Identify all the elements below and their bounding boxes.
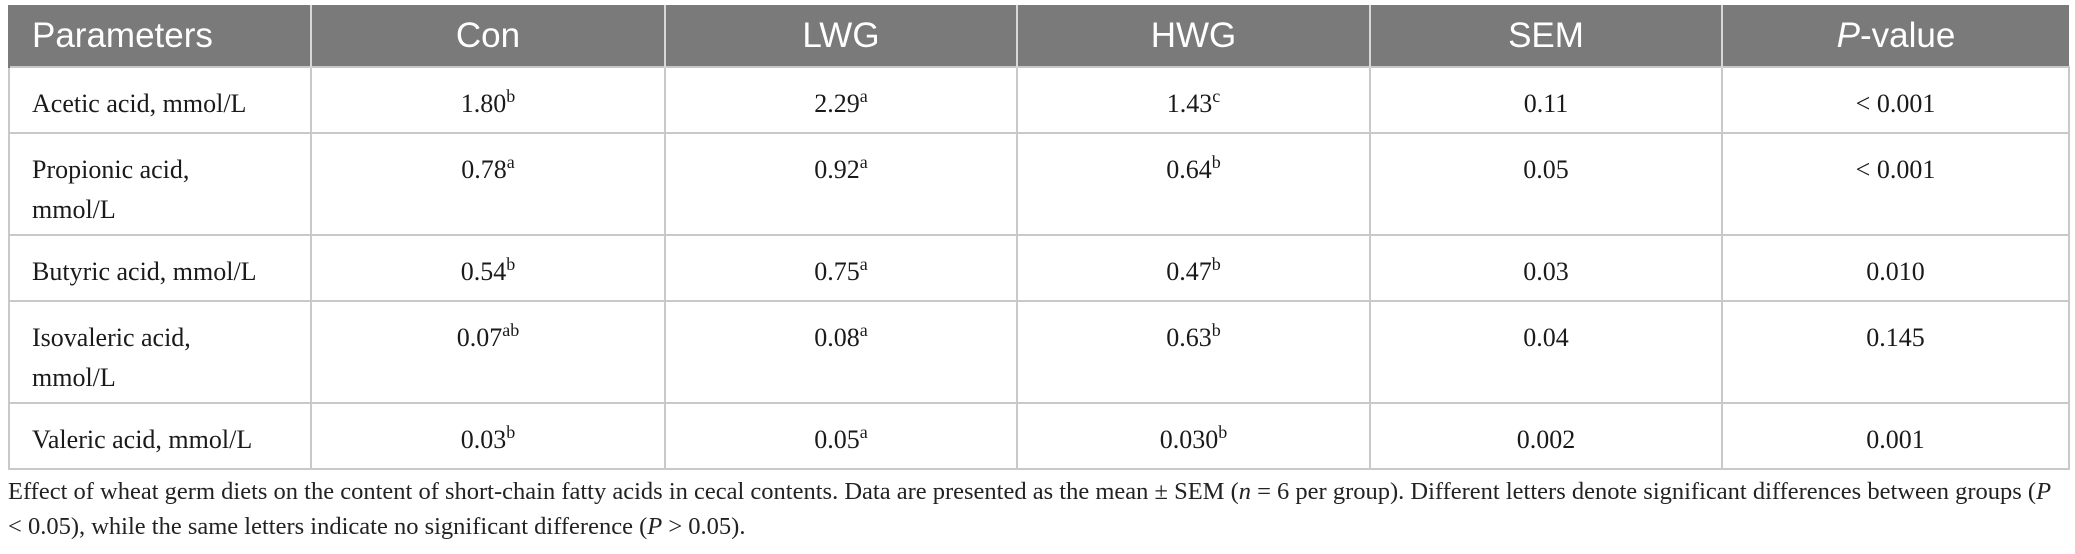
cell-sem: 0.05 <box>1369 132 1723 236</box>
table-row: Acetic acid, mmol/L 1.80b 2.29a 1.43c 0.… <box>8 66 2070 134</box>
cell-p-value: 0.010 <box>1721 234 2070 302</box>
cell-value: 1.43 <box>1166 89 1213 118</box>
table-caption: Effect of wheat germ diets on the conten… <box>8 474 2070 544</box>
header-con: Con <box>310 5 665 67</box>
table-header-row: Parameters Con LWG HWG SEM P-value <box>8 5 2069 67</box>
cell-value: 0.07 <box>456 323 503 352</box>
cell-superscript: b <box>1211 320 1221 340</box>
cell-hwg: 0.63b <box>1016 300 1371 404</box>
cell-value: 0.54 <box>460 257 507 286</box>
cell-superscript: a <box>859 422 868 442</box>
row-label-line2: mmol/L <box>32 195 116 224</box>
cell-p-value: 0.001 <box>1721 402 2070 470</box>
cell-superscript: a <box>859 320 868 340</box>
cell-value: 0.05 <box>814 425 860 454</box>
caption-p2-italic: P <box>647 513 663 540</box>
caption-part2: = 6 per group). Different letters denote… <box>1250 478 2037 505</box>
cell-superscript: b <box>506 254 516 274</box>
cell-con: 0.07ab <box>310 300 666 404</box>
row-label-line2: mmol/L <box>32 363 116 392</box>
cell-value: 2.29 <box>814 89 860 118</box>
scfa-table: Parameters Con LWG HWG SEM P-value Aceti… <box>8 5 2070 470</box>
cell-con: 0.78a <box>310 132 666 236</box>
cell-superscript: b <box>1211 254 1221 274</box>
cell-superscript: a <box>506 152 515 172</box>
cell-superscript: b <box>1218 422 1228 442</box>
cell-superscript: b <box>506 422 516 442</box>
caption-n-italic: n <box>1238 478 1251 505</box>
cell-sem: 0.11 <box>1369 66 1723 134</box>
cell-lwg: 0.92a <box>664 132 1018 236</box>
row-label-line1: Isovaleric acid, <box>32 323 191 352</box>
caption-p1-italic: P <box>2036 478 2052 505</box>
row-label: Valeric acid, mmol/L <box>8 402 312 470</box>
cell-superscript: a <box>859 152 868 172</box>
cell-value: 0.63 <box>1166 323 1212 352</box>
caption-part1: Effect of wheat germ diets on the conten… <box>8 478 1239 505</box>
cell-sem: 0.002 <box>1369 402 1723 470</box>
row-label-line1: Propionic acid, <box>32 155 190 184</box>
cell-value: 0.08 <box>814 323 860 352</box>
table-row: Butyric acid, mmol/L 0.54b 0.75a 0.47b 0… <box>8 234 2070 302</box>
cell-p-value: 0.145 <box>1721 300 2070 404</box>
table-row: Propionic acid, mmol/L 0.78a 0.92a 0.64b … <box>8 132 2070 236</box>
table-row: Valeric acid, mmol/L 0.03b 0.05a 0.030b … <box>8 402 2070 470</box>
header-p-rest: -value <box>1860 15 1956 55</box>
cell-sem: 0.03 <box>1369 234 1723 302</box>
cell-hwg: 0.030b <box>1016 402 1371 470</box>
header-p-value: P-value <box>1721 5 2069 67</box>
header-sem: SEM <box>1369 5 1722 67</box>
row-label: Propionic acid, mmol/L <box>8 132 312 236</box>
cell-con: 0.03b <box>310 402 666 470</box>
cell-value: 0.030 <box>1159 425 1219 454</box>
table-row: Isovaleric acid, mmol/L 0.07ab 0.08a 0.63… <box>8 300 2070 404</box>
cell-value: 0.78 <box>461 155 507 184</box>
caption-part3: < 0.05), while the same letters indicate… <box>8 513 648 540</box>
cell-value: 0.64 <box>1166 155 1212 184</box>
row-label: Acetic acid, mmol/L <box>8 66 312 134</box>
caption-part4: > 0.05). <box>662 513 746 540</box>
data-table-container: Parameters Con LWG HWG SEM P-value Aceti… <box>8 5 2070 470</box>
cell-lwg: 0.08a <box>664 300 1018 404</box>
cell-superscript: b <box>506 86 516 106</box>
cell-p-value: < 0.001 <box>1721 132 2070 236</box>
row-label: Butyric acid, mmol/L <box>8 234 312 302</box>
cell-sem: 0.04 <box>1369 300 1723 404</box>
cell-value: 0.92 <box>814 155 860 184</box>
cell-superscript: c <box>1212 86 1221 106</box>
cell-superscript: b <box>1211 152 1221 172</box>
header-parameters: Parameters <box>8 5 311 67</box>
cell-lwg: 0.75a <box>664 234 1018 302</box>
cell-value: 0.75 <box>814 257 860 286</box>
cell-hwg: 1.43c <box>1016 66 1371 134</box>
cell-con: 0.54b <box>310 234 666 302</box>
cell-hwg: 0.47b <box>1016 234 1371 302</box>
header-p-italic: P <box>1836 15 1861 55</box>
cell-value: 1.80 <box>460 89 507 118</box>
cell-value: 0.03 <box>460 425 507 454</box>
cell-superscript: a <box>859 254 868 274</box>
row-label: Isovaleric acid, mmol/L <box>8 300 312 404</box>
cell-lwg: 2.29a <box>664 66 1018 134</box>
header-lwg: LWG <box>664 5 1017 67</box>
cell-superscript: a <box>859 86 868 106</box>
cell-superscript: ab <box>502 320 520 340</box>
cell-con: 1.80b <box>310 66 666 134</box>
cell-lwg: 0.05a <box>664 402 1018 470</box>
cell-value: 0.47 <box>1166 257 1212 286</box>
cell-hwg: 0.64b <box>1016 132 1371 236</box>
cell-p-value: < 0.001 <box>1721 66 2070 134</box>
header-hwg: HWG <box>1016 5 1370 67</box>
